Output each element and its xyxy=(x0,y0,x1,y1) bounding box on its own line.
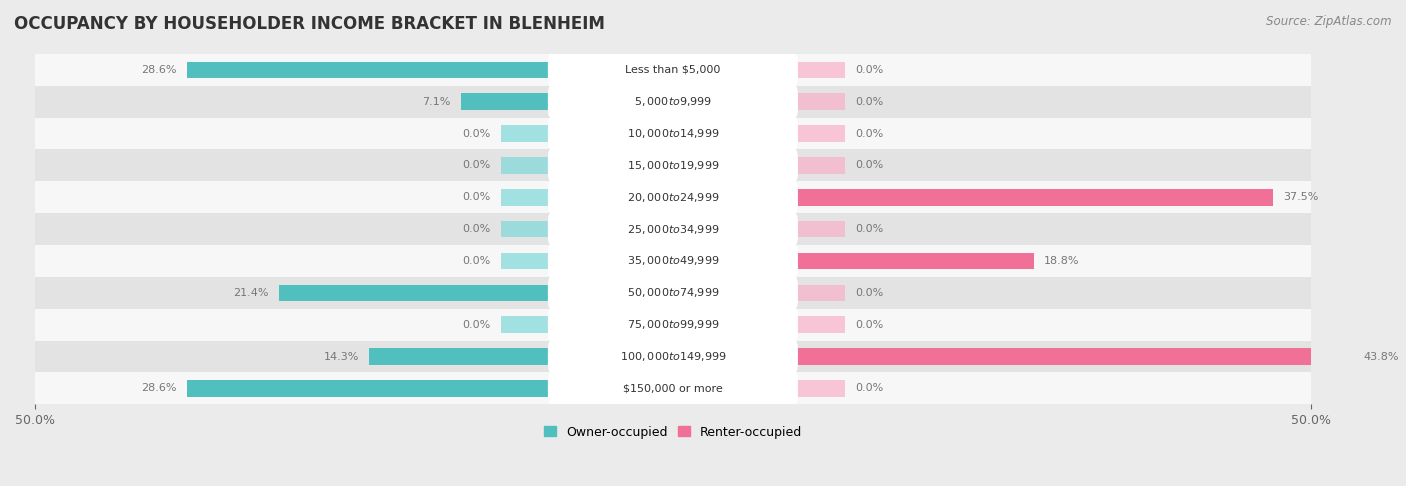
FancyBboxPatch shape xyxy=(548,212,799,246)
Text: 21.4%: 21.4% xyxy=(233,288,269,298)
Text: $150,000 or more: $150,000 or more xyxy=(623,383,723,393)
Text: $75,000 to $99,999: $75,000 to $99,999 xyxy=(627,318,718,331)
FancyBboxPatch shape xyxy=(548,276,799,310)
Text: $15,000 to $19,999: $15,000 to $19,999 xyxy=(627,159,718,172)
Text: 0.0%: 0.0% xyxy=(855,383,883,393)
FancyBboxPatch shape xyxy=(548,85,799,118)
Bar xyxy=(187,380,551,397)
FancyBboxPatch shape xyxy=(548,372,799,405)
Text: 0.0%: 0.0% xyxy=(463,128,491,139)
Text: 0.0%: 0.0% xyxy=(463,224,491,234)
FancyBboxPatch shape xyxy=(548,244,799,278)
Bar xyxy=(35,277,1310,309)
Bar xyxy=(35,86,1310,118)
FancyBboxPatch shape xyxy=(548,149,799,182)
FancyBboxPatch shape xyxy=(548,181,799,214)
Text: 18.8%: 18.8% xyxy=(1045,256,1080,266)
Text: 0.0%: 0.0% xyxy=(855,288,883,298)
Text: $100,000 to $149,999: $100,000 to $149,999 xyxy=(620,350,727,363)
Text: $20,000 to $24,999: $20,000 to $24,999 xyxy=(627,191,718,204)
Text: Source: ZipAtlas.com: Source: ZipAtlas.com xyxy=(1267,15,1392,28)
Text: Less than $5,000: Less than $5,000 xyxy=(626,65,721,75)
Text: 0.0%: 0.0% xyxy=(463,320,491,330)
Text: 0.0%: 0.0% xyxy=(855,65,883,75)
Bar xyxy=(35,150,1310,181)
Text: 0.0%: 0.0% xyxy=(855,97,883,106)
Bar xyxy=(794,93,845,110)
Text: 0.0%: 0.0% xyxy=(463,192,491,202)
Bar xyxy=(187,62,551,78)
Text: $50,000 to $74,999: $50,000 to $74,999 xyxy=(627,286,718,299)
Bar xyxy=(501,253,551,269)
Text: $35,000 to $49,999: $35,000 to $49,999 xyxy=(627,255,718,267)
Bar xyxy=(794,62,845,78)
Bar xyxy=(501,316,551,333)
Bar xyxy=(501,221,551,237)
Bar xyxy=(794,348,1353,365)
Text: OCCUPANCY BY HOUSEHOLDER INCOME BRACKET IN BLENHEIM: OCCUPANCY BY HOUSEHOLDER INCOME BRACKET … xyxy=(14,15,605,33)
Text: $25,000 to $34,999: $25,000 to $34,999 xyxy=(627,223,718,236)
Text: $5,000 to $9,999: $5,000 to $9,999 xyxy=(634,95,711,108)
Bar xyxy=(794,157,845,174)
Text: 28.6%: 28.6% xyxy=(141,65,177,75)
Text: 0.0%: 0.0% xyxy=(855,160,883,171)
Text: 43.8%: 43.8% xyxy=(1364,351,1399,362)
Text: 0.0%: 0.0% xyxy=(855,224,883,234)
Bar xyxy=(794,253,1033,269)
FancyBboxPatch shape xyxy=(548,340,799,373)
Text: 14.3%: 14.3% xyxy=(323,351,359,362)
Text: 37.5%: 37.5% xyxy=(1282,192,1319,202)
Bar xyxy=(35,181,1310,213)
Bar xyxy=(35,54,1310,86)
Legend: Owner-occupied, Renter-occupied: Owner-occupied, Renter-occupied xyxy=(538,420,807,444)
FancyBboxPatch shape xyxy=(548,117,799,150)
Bar xyxy=(35,372,1310,404)
Bar xyxy=(35,245,1310,277)
Bar xyxy=(35,341,1310,372)
Text: 0.0%: 0.0% xyxy=(463,160,491,171)
Bar xyxy=(370,348,551,365)
Text: 0.0%: 0.0% xyxy=(463,256,491,266)
Bar xyxy=(35,213,1310,245)
Bar xyxy=(501,157,551,174)
Bar xyxy=(278,284,551,301)
Text: 28.6%: 28.6% xyxy=(141,383,177,393)
FancyBboxPatch shape xyxy=(548,53,799,87)
Text: $10,000 to $14,999: $10,000 to $14,999 xyxy=(627,127,718,140)
Bar xyxy=(794,380,845,397)
Bar xyxy=(35,118,1310,150)
FancyBboxPatch shape xyxy=(548,308,799,341)
Bar xyxy=(501,125,551,142)
Bar xyxy=(794,284,845,301)
Bar xyxy=(35,309,1310,341)
Text: 0.0%: 0.0% xyxy=(855,128,883,139)
Bar xyxy=(794,316,845,333)
Text: 7.1%: 7.1% xyxy=(423,97,451,106)
Bar xyxy=(461,93,551,110)
Bar xyxy=(501,189,551,206)
Bar xyxy=(794,189,1272,206)
Bar xyxy=(794,125,845,142)
Bar xyxy=(794,221,845,237)
Text: 0.0%: 0.0% xyxy=(855,320,883,330)
